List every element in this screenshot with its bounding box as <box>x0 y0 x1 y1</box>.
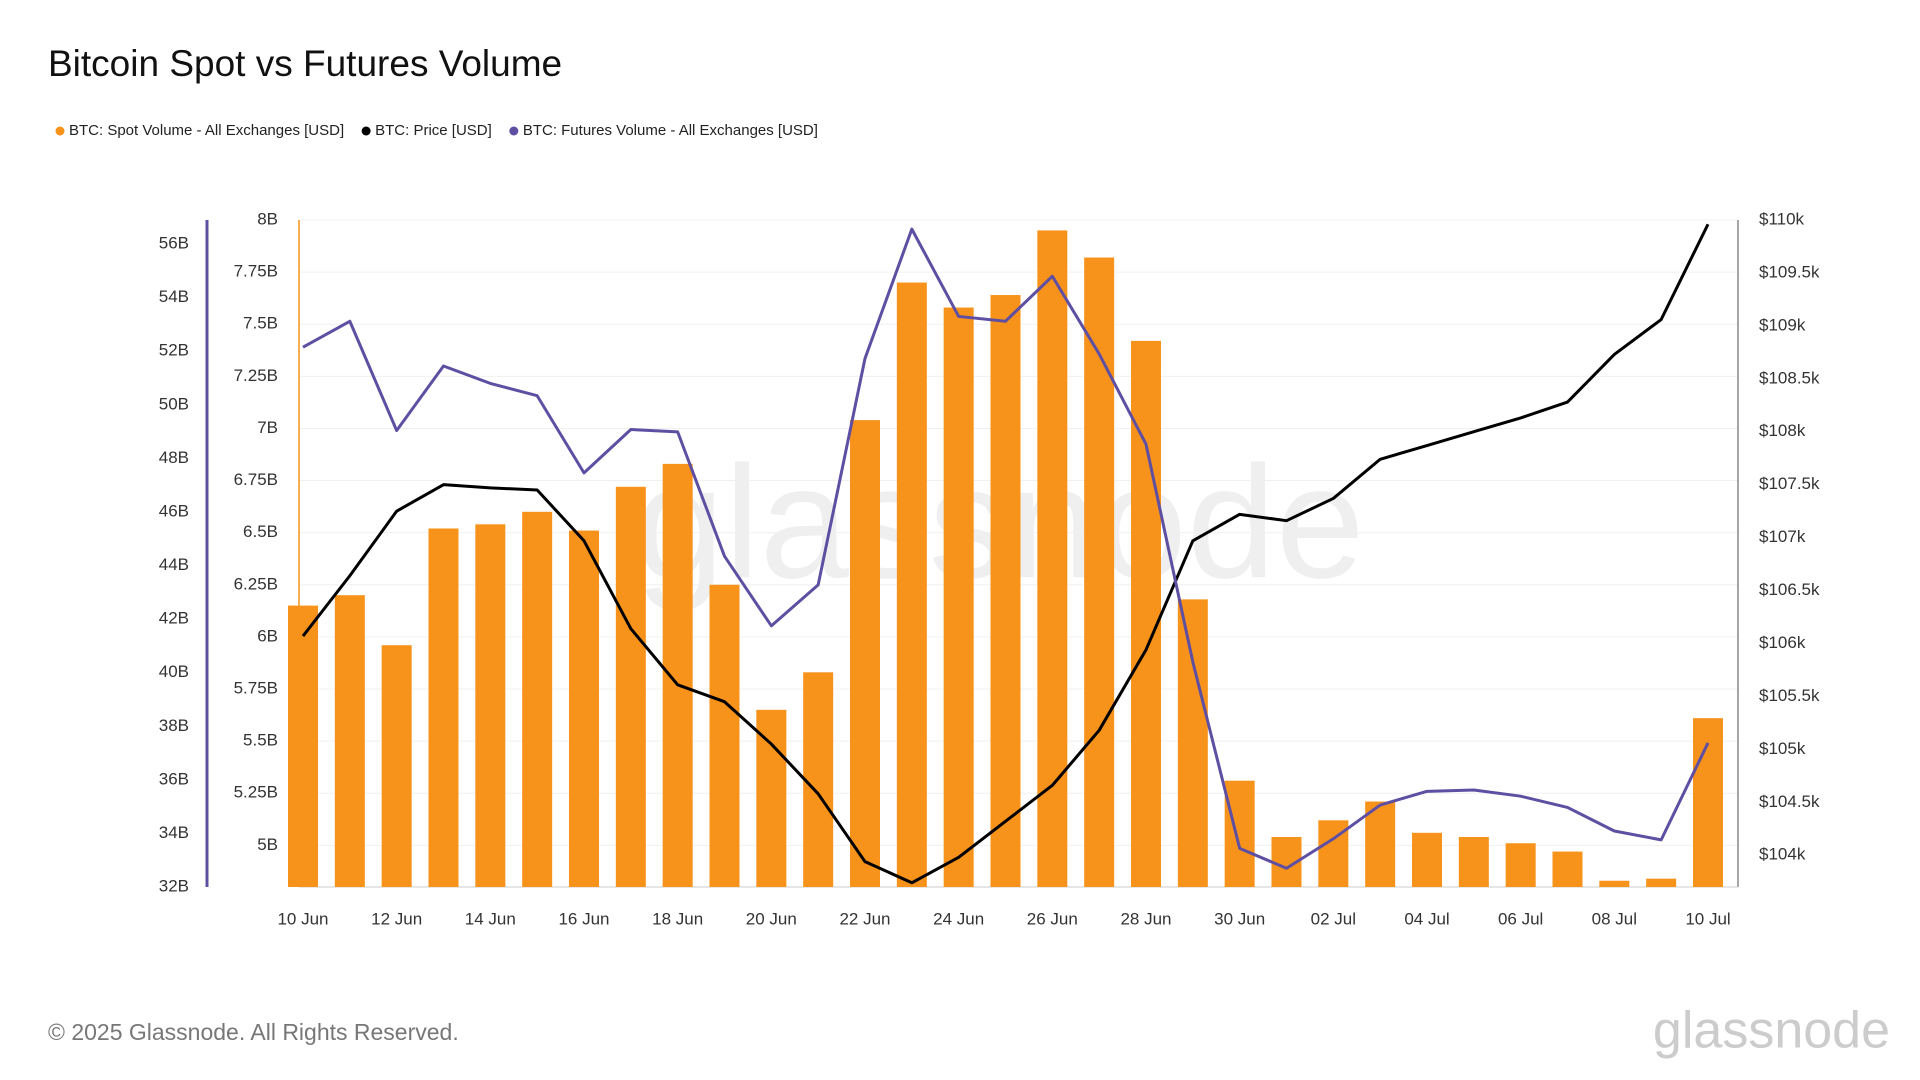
bar <box>709 584 740 887</box>
y2-tick-label: 40B <box>159 662 189 681</box>
y2-tick-label: 52B <box>159 341 189 360</box>
chart-title: Bitcoin Spot vs Futures Volume <box>48 43 562 84</box>
bar <box>943 307 974 887</box>
y-tick-label: 7.75B <box>234 262 278 281</box>
bar <box>428 528 459 887</box>
y-tick-label: 5.25B <box>234 783 278 802</box>
x-tick-label: 12 Jun <box>371 909 422 928</box>
x-tick-label: 18 Jun <box>652 909 703 928</box>
bar <box>1177 599 1208 887</box>
x-tick-label: 10 Jul <box>1685 909 1730 928</box>
x-tick-label: 10 Jun <box>277 909 328 928</box>
bar <box>381 645 412 887</box>
y-tick-label: 7B <box>257 418 278 437</box>
y-tick-label: 5B <box>257 835 278 854</box>
bar <box>569 530 599 887</box>
y2-tick-label: 34B <box>159 823 189 842</box>
y-tick-label: 6.75B <box>234 470 278 489</box>
y3-tick-label: $106.5k <box>1759 580 1820 599</box>
y3-tick-label: $108.5k <box>1759 368 1820 387</box>
bar <box>1552 851 1583 887</box>
y3-tick-label: $107k <box>1759 527 1806 546</box>
y-tick-label: 8B <box>257 209 278 228</box>
y3-tick-label: $109k <box>1759 315 1806 334</box>
y2-tick-label: 54B <box>159 287 189 306</box>
bar <box>1505 843 1536 887</box>
y-tick-label: 6.25B <box>234 574 278 593</box>
bar <box>615 486 646 887</box>
y2-tick-label: 50B <box>159 394 189 413</box>
y-tick-label: 5.75B <box>234 678 278 697</box>
y3-tick-label: $109.5k <box>1759 262 1820 281</box>
y2-tick-label: 38B <box>159 716 189 735</box>
bar <box>288 605 318 887</box>
bar <box>1599 880 1630 887</box>
x-tick-label: 04 Jul <box>1404 909 1449 928</box>
legend-label: BTC: Futures Volume - All Exchanges [USD… <box>523 122 818 139</box>
bar <box>1646 878 1677 887</box>
y-tick-label: 6B <box>257 626 278 645</box>
y3-tick-label: $107.5k <box>1759 474 1820 493</box>
y3-tick-label: $105.5k <box>1759 686 1820 705</box>
bar <box>1412 832 1442 887</box>
y3-tick-label: $104.5k <box>1759 792 1820 811</box>
bar <box>896 282 927 887</box>
y2-tick-label: 32B <box>159 876 189 895</box>
y3-tick-label: $104k <box>1759 845 1806 864</box>
bar <box>1365 801 1396 887</box>
line <box>302 227 1710 870</box>
bar <box>1131 340 1161 887</box>
x-tick-label: 02 Jul <box>1311 909 1356 928</box>
y2-tick-label: 36B <box>159 769 189 788</box>
x-tick-label: 08 Jul <box>1592 909 1637 928</box>
y-tick-label: 7.5B <box>243 314 278 333</box>
x-tick-label: 20 Jun <box>746 909 797 928</box>
bar <box>334 595 365 887</box>
y2-tick-label: 56B <box>159 234 189 253</box>
bar <box>1037 230 1068 887</box>
y2-tick-label: 44B <box>159 555 189 574</box>
y2-tick-label: 42B <box>159 609 189 628</box>
y2-tick-label: 46B <box>159 501 189 520</box>
y3-tick-label: $108k <box>1759 421 1806 440</box>
y3-tick-label: $105k <box>1759 739 1806 758</box>
bar <box>990 295 1021 888</box>
copyright: © 2025 Glassnode. All Rights Reserved. <box>48 1019 459 1045</box>
x-tick-label: 22 Jun <box>839 909 890 928</box>
bar <box>475 524 506 887</box>
bar <box>803 672 834 887</box>
bar <box>850 420 880 887</box>
y-tick-label: 7.25B <box>234 366 278 385</box>
legend-marker <box>361 126 371 136</box>
legend-label: BTC: Price [USD] <box>375 122 492 139</box>
x-tick-label: 06 Jul <box>1498 909 1543 928</box>
legend-label: BTC: Spot Volume - All Exchanges [USD] <box>69 122 344 139</box>
line <box>301 223 1710 885</box>
bar <box>662 463 693 887</box>
legend-marker <box>55 126 65 136</box>
y3-tick-label: $106k <box>1759 633 1806 652</box>
bar <box>522 511 553 887</box>
y2-tick-label: 48B <box>159 448 189 467</box>
legend-marker <box>509 126 519 136</box>
bar <box>756 709 787 887</box>
bar <box>1458 836 1489 887</box>
bar <box>1224 780 1255 887</box>
bar <box>1084 257 1115 887</box>
y-tick-label: 5.5B <box>243 731 278 750</box>
x-tick-label: 14 Jun <box>465 909 516 928</box>
x-tick-label: 30 Jun <box>1214 909 1265 928</box>
x-tick-label: 24 Jun <box>933 909 984 928</box>
x-tick-label: 28 Jun <box>1120 909 1171 928</box>
y-tick-label: 6.5B <box>243 522 278 541</box>
logo: glassnode <box>1653 1002 1890 1060</box>
y3-tick-label: $110k <box>1759 209 1805 228</box>
x-tick-label: 26 Jun <box>1027 909 1078 928</box>
x-tick-label: 16 Jun <box>558 909 609 928</box>
